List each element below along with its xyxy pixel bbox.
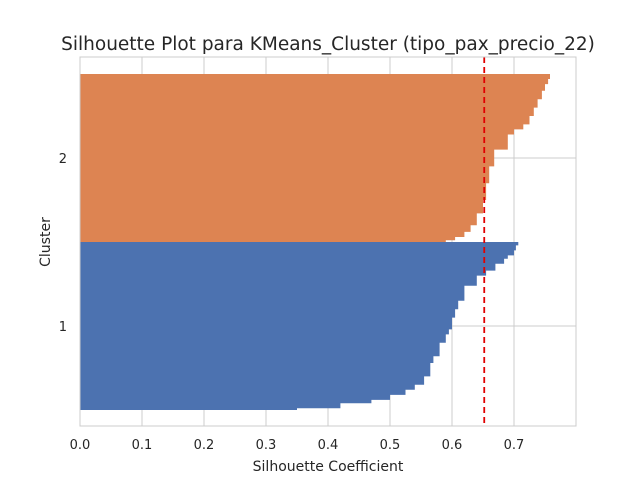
cluster-1-silhouette <box>80 242 519 410</box>
y-axis-label: Cluster <box>38 217 54 267</box>
y-tick-label: 2 <box>59 152 67 167</box>
x-tick-label: 0.1 <box>132 438 153 453</box>
x-tick-label: 0.6 <box>442 438 463 453</box>
cluster-silhouettes <box>80 74 550 410</box>
y-tick-labels: 12 <box>59 152 67 335</box>
plot-frame <box>79 56 577 427</box>
x-tick-label: 0.0 <box>70 438 91 453</box>
cluster-2-silhouette <box>80 74 550 242</box>
x-tick-label: 0.7 <box>504 438 525 453</box>
x-tick-label: 0.4 <box>318 438 339 453</box>
x-tick-labels: 0.0 0.1 0.2 0.3 0.4 0.5 0.6 0.7 <box>70 438 525 453</box>
x-tick-label: 0.5 <box>380 438 401 453</box>
chart-title: Silhouette Plot para KMeans_Cluster (tip… <box>61 34 595 55</box>
x-axis-label: Silhouette Coefficient <box>253 459 404 475</box>
x-tick-label: 0.3 <box>256 438 277 453</box>
x-tick-label: 0.2 <box>194 438 215 453</box>
y-tick-label: 1 <box>59 320 67 335</box>
